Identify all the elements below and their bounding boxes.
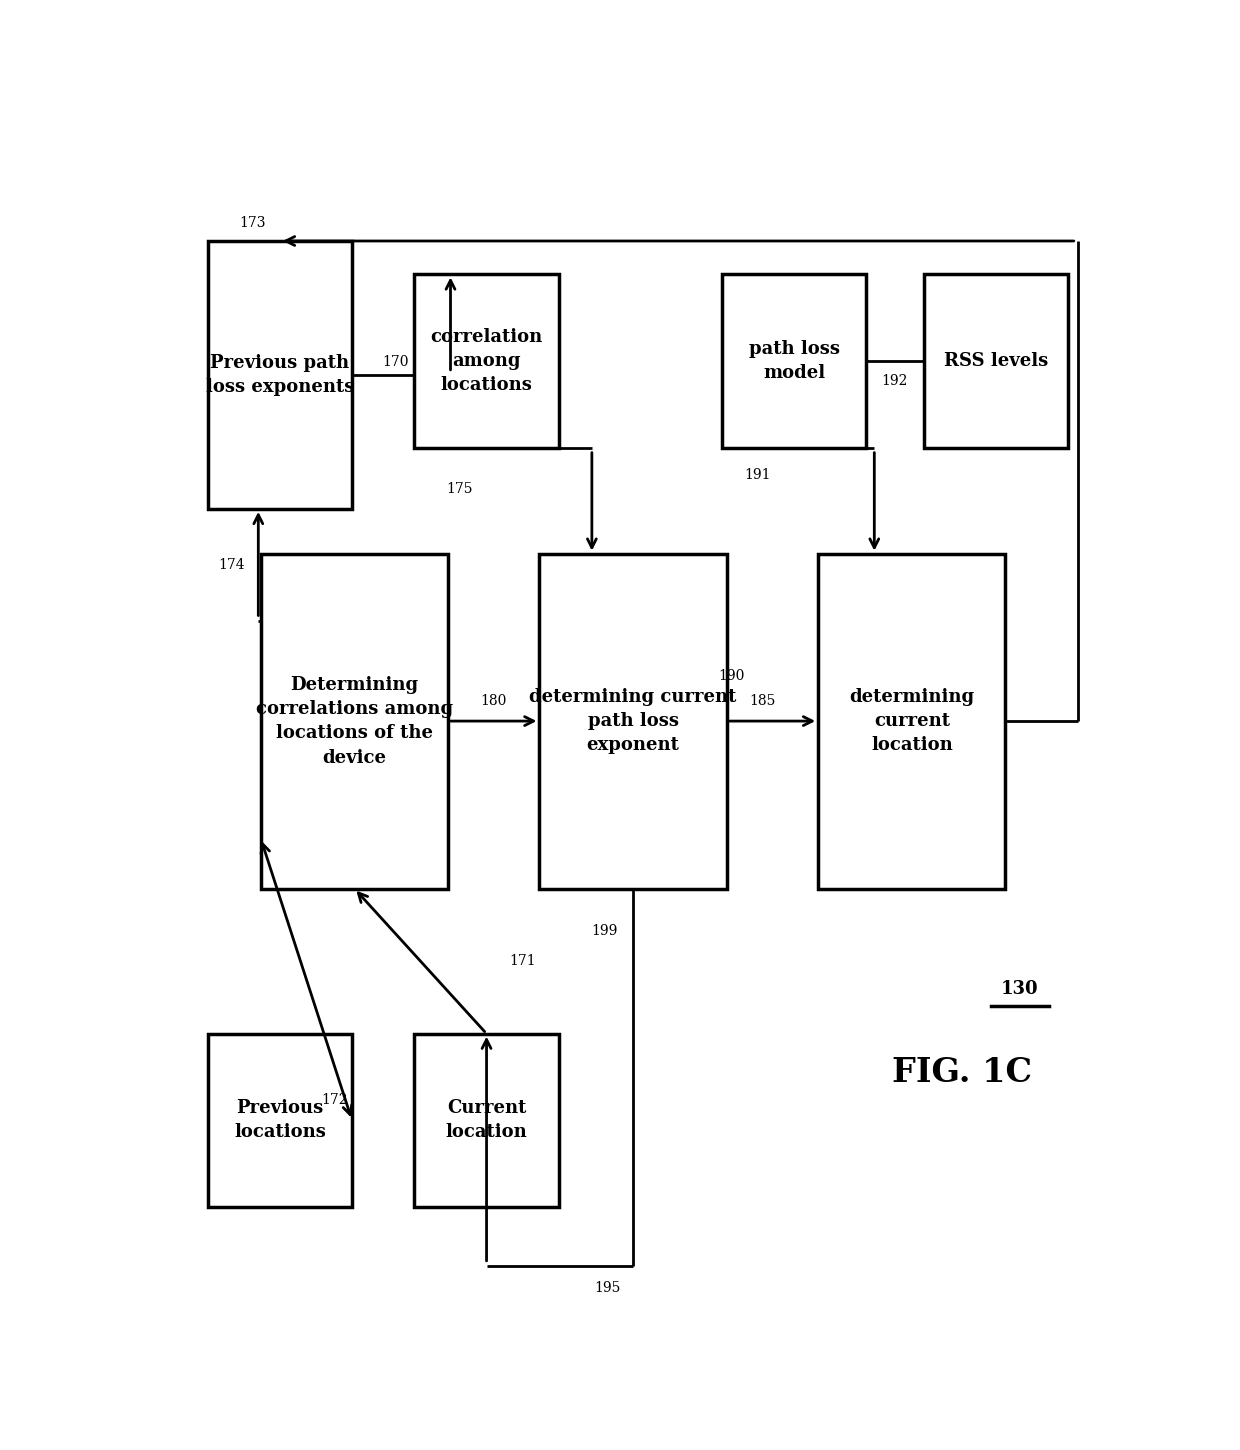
- Bar: [260, 554, 448, 889]
- Text: 170: 170: [382, 355, 408, 368]
- Text: 190: 190: [718, 670, 745, 683]
- Bar: [414, 274, 559, 448]
- Text: Previous path
loss exponents: Previous path loss exponents: [206, 354, 355, 396]
- Bar: [818, 554, 1006, 889]
- Text: 180: 180: [481, 695, 507, 708]
- Text: RSS levels: RSS levels: [944, 352, 1048, 370]
- Text: Previous
locations: Previous locations: [234, 1099, 326, 1141]
- Text: 195: 195: [595, 1282, 621, 1295]
- Text: 185: 185: [750, 695, 776, 708]
- Text: correlation
among
locations: correlation among locations: [430, 328, 543, 394]
- Text: 174: 174: [218, 558, 246, 571]
- Text: 199: 199: [591, 924, 618, 938]
- Bar: [208, 1034, 352, 1206]
- Text: FIG. 1C: FIG. 1C: [893, 1056, 1032, 1089]
- Text: 175: 175: [446, 483, 472, 496]
- Text: 130: 130: [1001, 980, 1039, 998]
- Bar: [722, 274, 867, 448]
- Text: 192: 192: [882, 374, 908, 389]
- Text: 171: 171: [510, 954, 537, 969]
- Bar: [414, 1034, 559, 1206]
- Text: determining
current
location: determining current location: [849, 687, 975, 754]
- Text: 172: 172: [321, 1093, 348, 1108]
- Text: path loss
model: path loss model: [749, 339, 839, 383]
- Text: determining current
path loss
exponent: determining current path loss exponent: [529, 687, 737, 754]
- Text: Determining
correlations among
locations of the
device: Determining correlations among locations…: [255, 676, 453, 767]
- Text: Current
location: Current location: [445, 1099, 527, 1141]
- Bar: [924, 274, 1068, 448]
- Bar: [208, 241, 352, 509]
- Text: 173: 173: [239, 216, 267, 231]
- Bar: [539, 554, 727, 889]
- Text: 191: 191: [744, 468, 771, 483]
